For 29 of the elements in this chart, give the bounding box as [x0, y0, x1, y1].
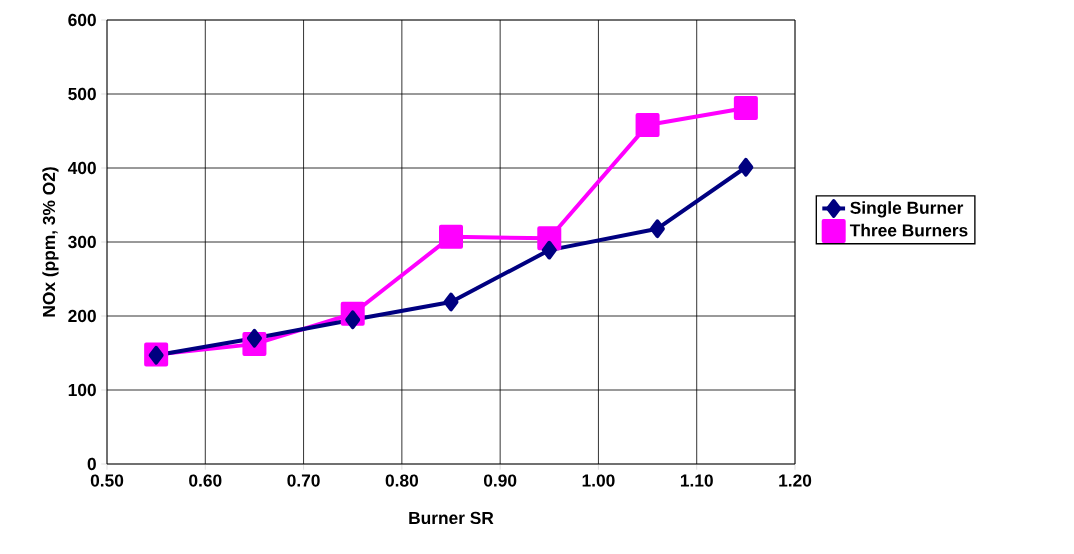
x-tick-label: 0.50	[90, 474, 124, 487]
x-tick-label: 0.70	[287, 474, 320, 487]
y-tick-label: 300	[68, 235, 96, 249]
point	[635, 113, 660, 138]
x-tick-label: 1.10	[680, 474, 713, 487]
point	[439, 224, 463, 249]
legend-label: Three Burners	[849, 223, 968, 237]
point	[246, 328, 262, 348]
point	[345, 310, 361, 330]
point	[443, 292, 459, 312]
x-tick-label: 1.20	[779, 474, 812, 487]
x-tick-label: 0.80	[385, 474, 419, 487]
y-tick-label: 200	[68, 309, 96, 323]
point	[738, 157, 754, 177]
x-axis-title: Burner SR	[409, 511, 494, 525]
point	[541, 240, 557, 260]
y-tick-label: 600	[68, 13, 96, 27]
y-tick-label: 500	[68, 87, 96, 101]
x-tick-label: 1.00	[582, 474, 615, 487]
x-tick-label: 0.60	[189, 474, 222, 487]
y-axis-title: NOx (ppm, 3% O2)	[42, 167, 59, 317]
x-tick-label: 0.90	[483, 474, 517, 487]
y-tick-label: 0	[87, 457, 96, 471]
y-tick-label: 400	[67, 161, 96, 175]
y-tick-label: 100	[68, 383, 96, 397]
point	[148, 345, 164, 365]
legend-label: Single Burner	[850, 201, 964, 218]
point	[649, 219, 665, 239]
point	[733, 96, 758, 121]
